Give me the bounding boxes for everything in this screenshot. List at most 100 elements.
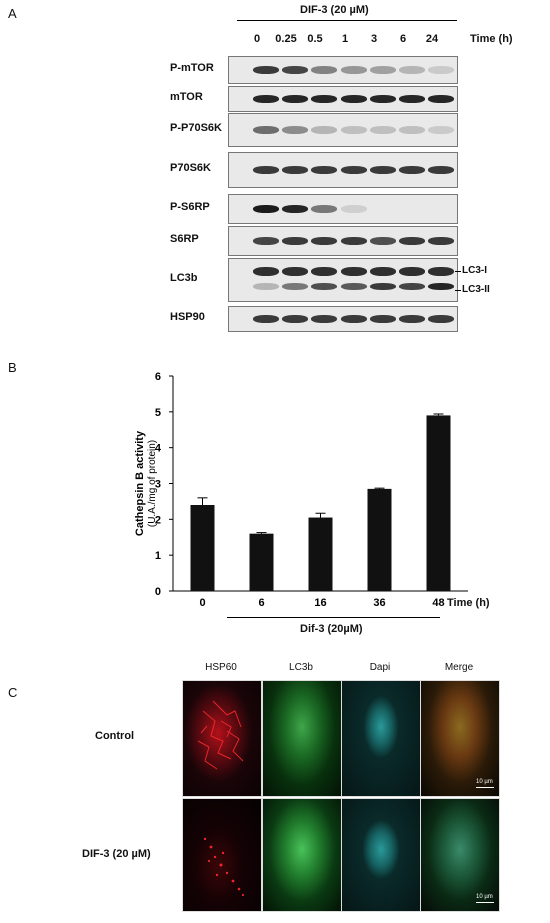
- blot-band: [399, 126, 425, 134]
- x-tick-label: 36: [373, 597, 385, 609]
- panel-b-letter: B: [8, 360, 17, 375]
- blot-band: [428, 283, 454, 290]
- blot-band: [311, 66, 337, 74]
- blot-band: [253, 166, 279, 174]
- blot-label-p-mtor: P-mTOR: [170, 62, 214, 74]
- lc3-ii-label: LC3-II: [462, 284, 490, 295]
- treatment-line-b: [227, 617, 440, 618]
- blot-band: [428, 237, 454, 245]
- blot-label-mtor: mTOR: [170, 91, 203, 103]
- micrograph-dif3-lc3b: [262, 798, 342, 912]
- blot-band: [311, 126, 337, 134]
- blot-strip-p-mtor: [228, 56, 458, 84]
- blot-band: [253, 126, 279, 134]
- blot-band: [253, 95, 279, 103]
- bar: [426, 415, 451, 591]
- x-tick-label: 6: [258, 597, 264, 609]
- bar: [249, 533, 274, 591]
- micrograph-control-dapi: [341, 680, 421, 797]
- panel-a-letter: A: [8, 6, 17, 21]
- blot-band: [282, 237, 308, 245]
- blot-band: [311, 267, 337, 276]
- time-label-1: 0.25: [275, 33, 297, 45]
- blot-band: [370, 66, 396, 74]
- blot-band: [311, 237, 337, 245]
- blot-band: [428, 126, 454, 134]
- cathepsin-bar-chart: 0 1 2 3 4 5 6 Cathepsin B activity (U.A./mg of p…: [134, 371, 468, 609]
- blot-label-p70s6k: P70S6K: [170, 162, 211, 174]
- blot-strip-s6rp: [228, 226, 458, 256]
- hsp60-puncta-icon: [203, 837, 245, 897]
- micrograph-control-lc3b: [262, 680, 342, 797]
- blot-band: [370, 126, 396, 134]
- blot-band: [253, 205, 279, 213]
- blot-label-hsp90: HSP90: [170, 311, 205, 323]
- hsp60-pattern-icon: [197, 700, 244, 770]
- blot-band: [282, 166, 308, 174]
- y-tick-label: 5: [155, 407, 161, 419]
- blot-strip-p-s6rp: [228, 194, 458, 224]
- blot-band: [282, 95, 308, 103]
- micrograph-dif3-merge: 10 µm: [420, 798, 500, 912]
- blot-band: [311, 95, 337, 103]
- row-control: Control: [95, 730, 135, 742]
- blot-band: [399, 95, 425, 103]
- blot-band: [341, 205, 367, 213]
- blot-band: [399, 315, 425, 323]
- micrograph-dif3-dapi: [341, 798, 421, 912]
- blot-label-s6rp: S6RP: [170, 233, 199, 245]
- blot-band: [341, 126, 367, 134]
- lc3-i-tick: [455, 271, 461, 272]
- blot-band: [341, 315, 367, 323]
- blot-band: [282, 283, 308, 290]
- blot-label-p-p70s6k: P-P70S6K: [170, 122, 222, 134]
- blot-band: [428, 166, 454, 174]
- y-tick-label: 4: [155, 443, 162, 455]
- x-tick-label: 0: [199, 597, 205, 609]
- y-axis-sublabel: (U.A./mg of protein): [147, 440, 158, 527]
- bar: [308, 517, 333, 591]
- col-hsp60: HSP60: [205, 662, 237, 673]
- blot-band: [370, 315, 396, 323]
- blot-band: [370, 267, 396, 276]
- blot-band: [253, 315, 279, 323]
- blot-band: [282, 205, 308, 213]
- treatment-label-b: Dif-3 (20µM): [300, 623, 363, 635]
- col-dapi: Dapi: [369, 662, 391, 673]
- blot-band: [282, 315, 308, 323]
- treatment-line-a: [237, 20, 457, 21]
- blot-band: [370, 283, 396, 290]
- blot-band: [370, 166, 396, 174]
- y-tick-label: 2: [155, 514, 161, 526]
- blot-band: [253, 237, 279, 245]
- blot-band: [341, 267, 367, 276]
- x-tick-label: 16: [314, 597, 326, 609]
- blot-band: [428, 66, 454, 74]
- blot-band: [399, 237, 425, 245]
- blot-strip-p-p70s6k: [228, 113, 458, 147]
- blot-band: [370, 237, 396, 245]
- treatment-label-a: DIF-3 (20 µM): [300, 4, 369, 16]
- time-label-6: 24: [425, 33, 439, 45]
- blot-band: [311, 166, 337, 174]
- blot-strip-lc3b: [228, 258, 458, 302]
- time-label-2: 0.5: [307, 33, 323, 45]
- blot-band: [282, 267, 308, 276]
- blot-band: [253, 66, 279, 74]
- blot-band: [253, 267, 279, 276]
- blot-band: [341, 237, 367, 245]
- y-tick-label: 0: [155, 586, 161, 598]
- blot-band: [253, 283, 279, 290]
- blot-band: [311, 315, 337, 323]
- time-label-0: 0: [253, 33, 261, 45]
- blot-band: [428, 267, 454, 276]
- scale-bar: [476, 787, 494, 788]
- blot-band: [311, 283, 337, 290]
- time-label-3: 1: [341, 33, 349, 45]
- blot-band: [282, 66, 308, 74]
- time-label-4: 3: [370, 33, 378, 45]
- bar: [367, 488, 392, 591]
- y-axis-label: Cathepsin B activity: [134, 430, 146, 536]
- bar: [190, 505, 215, 591]
- blot-band: [428, 315, 454, 323]
